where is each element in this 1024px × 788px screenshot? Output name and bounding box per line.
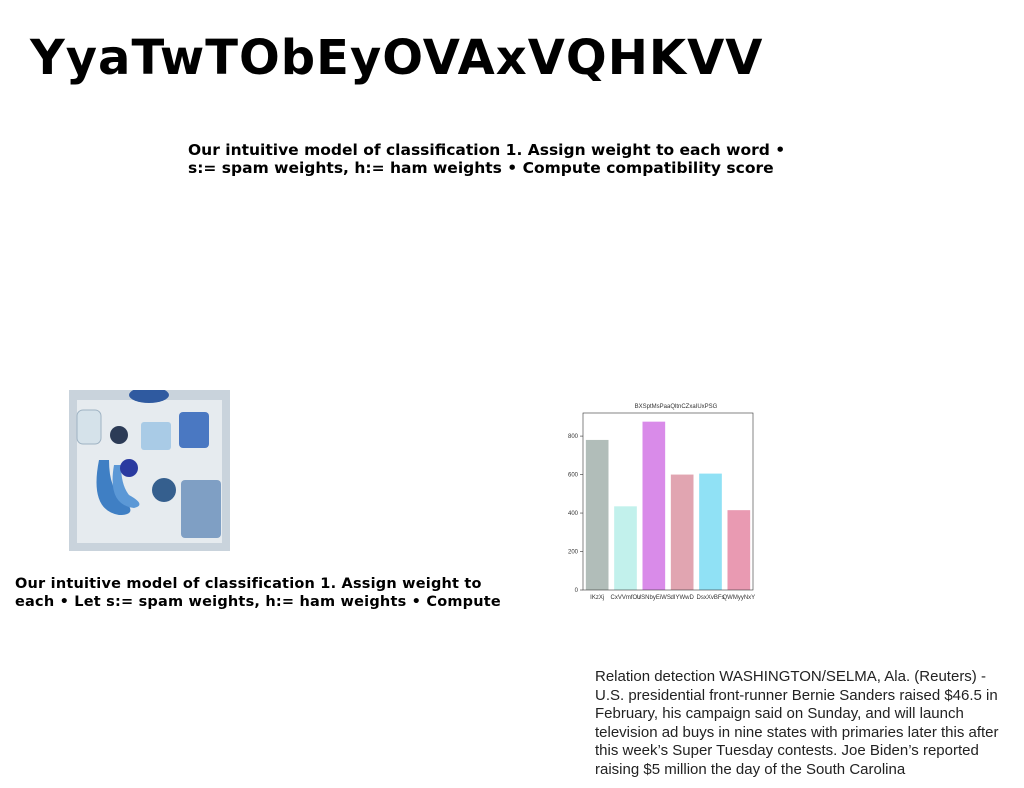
bar xyxy=(727,510,751,590)
bar xyxy=(585,439,609,590)
y-tick-label: 200 xyxy=(568,550,579,556)
bar xyxy=(642,421,666,590)
x-tick-label: DsxXvBFs xyxy=(696,595,724,601)
y-tick-label: 400 xyxy=(568,511,579,517)
chart-title: BXSptMsPaaQltnCZxaIUxPSG xyxy=(635,404,718,410)
text-top: Our intuitive model of classification 1.… xyxy=(188,141,786,177)
title: YyaTwTObEyOVAxVQHKVV xyxy=(30,30,764,86)
text-left: Our intuitive model of classification 1.… xyxy=(15,576,501,610)
x-tick-label: CxVVmfOu xyxy=(610,595,640,601)
bar xyxy=(614,506,637,590)
bar xyxy=(670,474,694,590)
x-tick-label: IKzXj xyxy=(590,595,604,601)
y-tick-label: 0 xyxy=(575,588,579,594)
y-tick-label: 600 xyxy=(568,473,579,479)
paragraph: Relation detection WASHINGTON/SELMA, Ala… xyxy=(595,668,999,778)
x-tick-label: USNbyEiWS xyxy=(637,595,671,601)
plot-frame xyxy=(582,412,754,591)
chart: BXSptMsPaaQltnCZxaIUxPSG 0 200 400 600 800 IK… xyxy=(568,404,755,601)
photo xyxy=(69,390,230,551)
x-tick-label: QWMyyNxY xyxy=(722,595,755,601)
bar xyxy=(699,473,722,590)
y-tick-label: 800 xyxy=(568,434,579,440)
x-tick-label: dIYWwD xyxy=(670,595,694,601)
